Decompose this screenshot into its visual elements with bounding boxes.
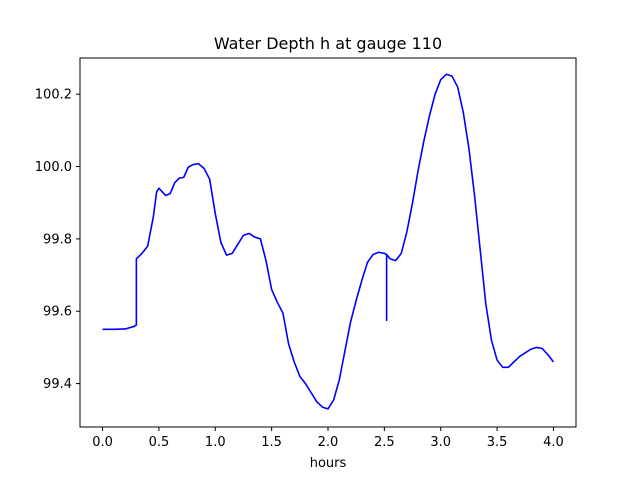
x-axis: 0.0 0.5 1.0 1.5 2.0 2.5 3.0 3.5 4.0: [92, 427, 564, 450]
series-line-0: [102, 73, 555, 410]
x-tick-label: 0.0: [92, 435, 113, 450]
plot-line-group: [102, 73, 555, 410]
y-tick-label: 100.2: [35, 88, 72, 103]
y-axis: 99.4 99.6 99.8 100.0 100.2: [35, 88, 80, 392]
x-tick-label: 0.5: [149, 435, 170, 450]
x-tick-label: 2.0: [318, 435, 339, 450]
plot-frame: [79, 57, 577, 428]
y-tick-label: 99.8: [43, 232, 72, 247]
x-tick-label: 3.0: [430, 435, 451, 450]
x-tick-label: 1.5: [261, 435, 282, 450]
y-tick-label: 99.6: [43, 305, 72, 320]
x-tick-label: 1.0: [205, 435, 226, 450]
x-tick-label: 2.5: [374, 435, 395, 450]
x-axis-label: hours: [310, 456, 347, 471]
y-tick-label: 100.0: [35, 160, 72, 175]
chart-title: Water Depth h at gauge 110: [214, 34, 442, 53]
x-tick-label: 4.0: [543, 435, 564, 450]
y-tick-label: 99.4: [43, 377, 72, 392]
x-tick-label: 3.5: [487, 435, 508, 450]
